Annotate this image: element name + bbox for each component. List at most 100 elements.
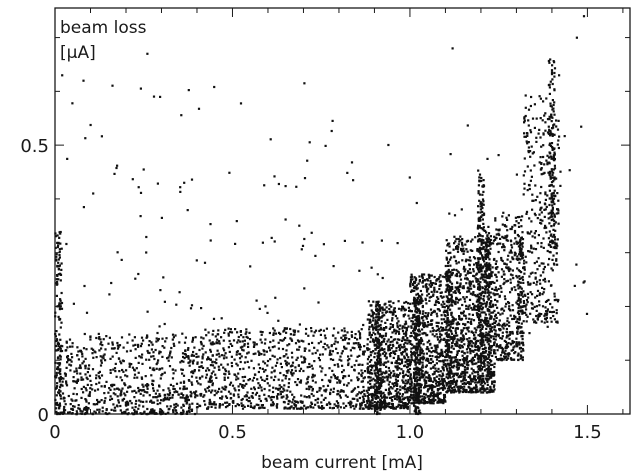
- data-point: [498, 328, 501, 331]
- data-point: [539, 97, 542, 100]
- data-point: [428, 361, 431, 364]
- data-point: [478, 295, 481, 298]
- data-point: [521, 215, 524, 218]
- data-point: [362, 397, 365, 400]
- data-point: [381, 341, 384, 344]
- data-point: [469, 284, 472, 287]
- data-point: [195, 390, 198, 393]
- data-point: [158, 368, 161, 371]
- data-point: [182, 394, 185, 397]
- data-point: [356, 398, 359, 401]
- data-point: [559, 170, 562, 173]
- data-point: [239, 340, 242, 343]
- data-point: [507, 214, 510, 217]
- data-point: [213, 361, 217, 364]
- data-point: [435, 369, 438, 373]
- data-point: [432, 390, 435, 393]
- data-point: [552, 171, 555, 174]
- data-point: [436, 394, 439, 397]
- data-point: [197, 382, 200, 385]
- data-point: [465, 248, 468, 251]
- data-point: [452, 268, 455, 271]
- data-point: [531, 271, 534, 274]
- data-point: [319, 387, 322, 390]
- data-point: [264, 338, 267, 341]
- data-point: [191, 338, 194, 341]
- data-point: [449, 264, 452, 267]
- data-point: [135, 410, 138, 413]
- data-point: [450, 370, 453, 373]
- data-point: [248, 399, 251, 403]
- data-point: [397, 300, 400, 303]
- data-point: [96, 408, 99, 411]
- data-point: [523, 266, 526, 269]
- data-point: [542, 237, 545, 240]
- data-point: [402, 336, 405, 339]
- data-point: [552, 254, 555, 257]
- data-point: [297, 407, 300, 410]
- data-point: [399, 388, 402, 391]
- data-point: [129, 349, 132, 352]
- data-point: [185, 412, 188, 415]
- data-point: [563, 135, 566, 138]
- data-point: [406, 336, 409, 340]
- data-point: [396, 379, 399, 382]
- data-point: [531, 199, 534, 202]
- data-point: [557, 222, 560, 225]
- data-point: [260, 353, 263, 356]
- data-point: [66, 361, 69, 364]
- data-point: [391, 319, 394, 322]
- data-point: [456, 248, 459, 251]
- data-point: [291, 356, 294, 359]
- data-point: [205, 376, 208, 379]
- data-point: [325, 403, 328, 406]
- data-point: [91, 413, 94, 416]
- data-point: [161, 367, 164, 370]
- data-point: [398, 332, 401, 335]
- data-point: [448, 293, 451, 296]
- data-point: [428, 378, 431, 382]
- data-point: [401, 395, 404, 398]
- data-point: [126, 400, 129, 403]
- data-point: [237, 335, 240, 339]
- data-point: [153, 412, 156, 415]
- data-point: [490, 349, 493, 352]
- data-point: [407, 314, 410, 317]
- data-point: [430, 386, 433, 389]
- data-point: [529, 150, 532, 153]
- data-point: [278, 387, 281, 390]
- data-point: [124, 401, 127, 404]
- data-point: [371, 392, 374, 396]
- data-point: [435, 362, 438, 365]
- data-point: [505, 280, 508, 283]
- data-point: [221, 395, 224, 398]
- data-point: [462, 375, 465, 378]
- data-point: [476, 298, 479, 301]
- data-point: [546, 320, 549, 323]
- data-point: [429, 392, 433, 395]
- data-point: [376, 342, 379, 345]
- data-point: [308, 349, 311, 352]
- data-point: [455, 273, 458, 276]
- data-point: [549, 245, 552, 248]
- data-point: [56, 338, 59, 342]
- data-point: [378, 406, 381, 409]
- data-point: [491, 287, 494, 290]
- data-point: [348, 338, 351, 341]
- data-point: [81, 355, 84, 358]
- data-point: [303, 360, 306, 364]
- data-point: [484, 346, 487, 349]
- data-point: [213, 85, 216, 89]
- data-point: [200, 343, 203, 346]
- data-point: [337, 404, 340, 407]
- data-point: [403, 402, 406, 405]
- data-point: [441, 381, 445, 384]
- data-point: [436, 356, 439, 359]
- data-point: [271, 390, 275, 394]
- data-point: [491, 280, 494, 284]
- data-point: [406, 374, 410, 377]
- data-point: [189, 390, 192, 393]
- data-point: [378, 384, 381, 387]
- data-point: [494, 315, 497, 318]
- data-point: [58, 236, 61, 239]
